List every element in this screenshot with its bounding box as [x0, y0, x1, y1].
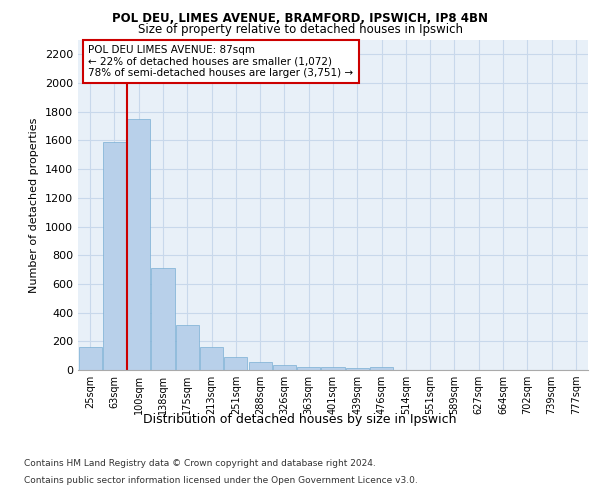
Text: Size of property relative to detached houses in Ipswich: Size of property relative to detached ho… — [137, 22, 463, 36]
Text: POL DEU LIMES AVENUE: 87sqm
← 22% of detached houses are smaller (1,072)
78% of : POL DEU LIMES AVENUE: 87sqm ← 22% of det… — [88, 45, 353, 78]
Y-axis label: Number of detached properties: Number of detached properties — [29, 118, 40, 292]
Text: Distribution of detached houses by size in Ipswich: Distribution of detached houses by size … — [143, 412, 457, 426]
Bar — [103, 142, 126, 370]
Text: Contains HM Land Registry data © Crown copyright and database right 2024.: Contains HM Land Registry data © Crown c… — [24, 458, 376, 468]
Bar — [200, 347, 223, 370]
Text: POL DEU, LIMES AVENUE, BRAMFORD, IPSWICH, IP8 4BN: POL DEU, LIMES AVENUE, BRAMFORD, IPSWICH… — [112, 12, 488, 26]
Bar — [297, 367, 320, 370]
Bar — [79, 347, 101, 370]
Bar — [322, 368, 344, 370]
Text: Contains public sector information licensed under the Open Government Licence v3: Contains public sector information licen… — [24, 476, 418, 485]
Bar — [273, 365, 296, 370]
Bar — [176, 325, 199, 370]
Bar — [151, 268, 175, 370]
Bar — [127, 119, 150, 370]
Bar — [346, 368, 369, 370]
Bar — [370, 367, 393, 370]
Bar — [224, 357, 247, 370]
Bar — [248, 362, 272, 370]
